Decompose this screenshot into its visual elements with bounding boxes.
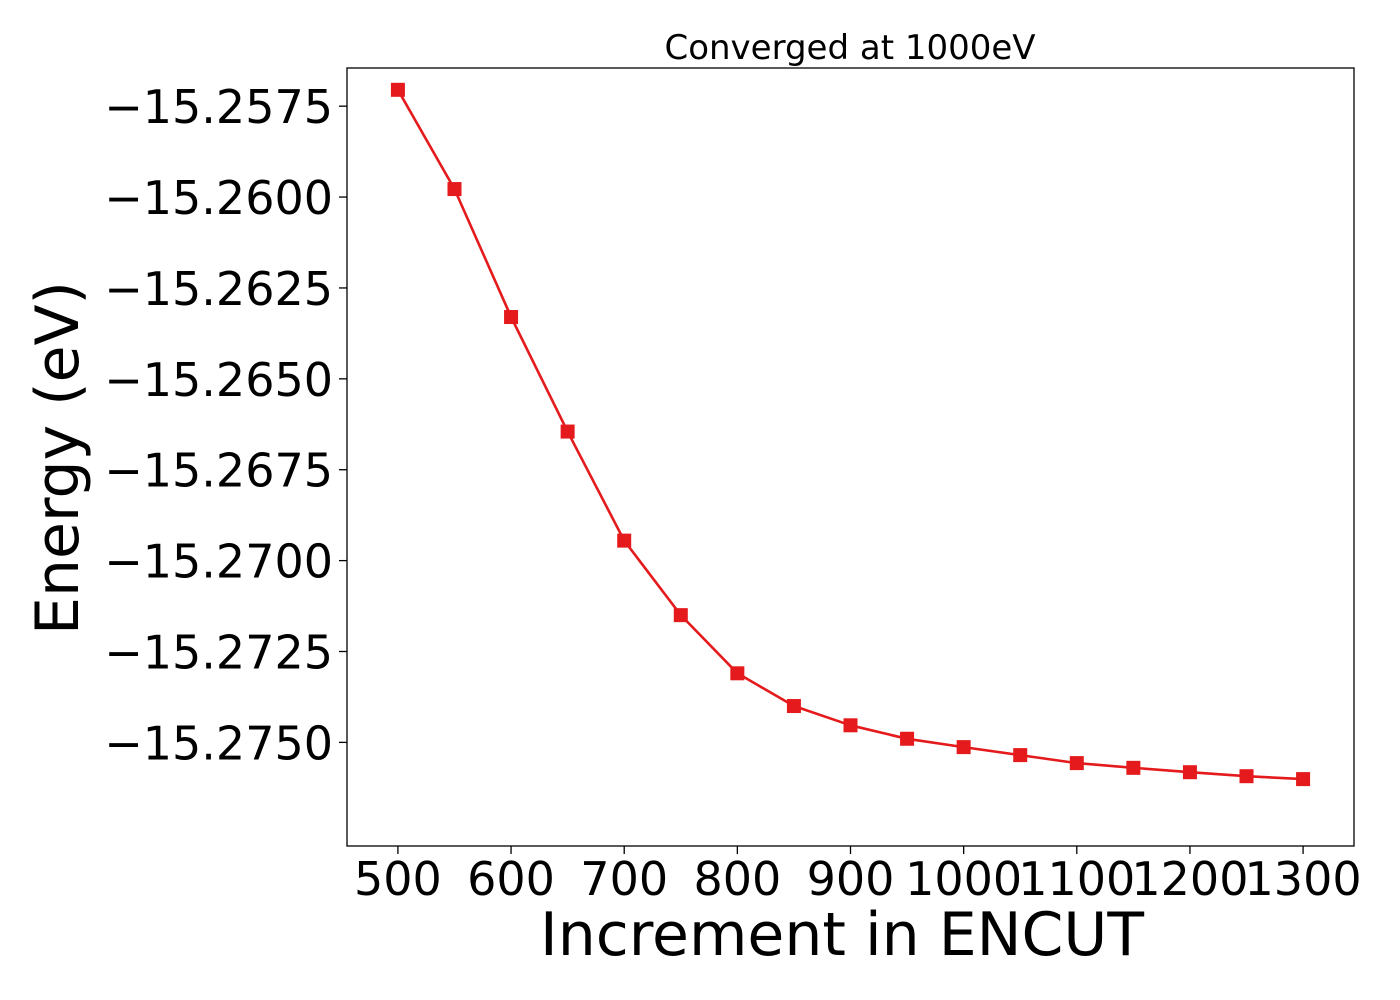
x-tick-label: 1000 bbox=[905, 852, 1022, 906]
x-tick-label: 1300 bbox=[1245, 852, 1362, 906]
data-point-marker bbox=[617, 533, 632, 548]
series-line bbox=[396, 89, 1304, 781]
data-point-marker bbox=[390, 82, 405, 97]
y-axis-ticks: −15.2575 −15.2600 −15.2625 −15.2650 −15.2675… bbox=[104, 80, 347, 770]
y-tick-label: −15.2575 bbox=[104, 80, 333, 134]
y-tick-label: −15.2650 bbox=[104, 353, 333, 407]
y-tick-label: −15.2750 bbox=[104, 716, 333, 770]
data-point-marker bbox=[730, 666, 745, 681]
y-tick-label: −15.2725 bbox=[104, 626, 333, 680]
x-tick-label: 1100 bbox=[1018, 852, 1135, 906]
series-layer bbox=[390, 82, 1311, 787]
data-point-marker bbox=[900, 731, 915, 746]
y-axis-title: Energy (eV) bbox=[23, 281, 93, 635]
data-point-marker bbox=[1126, 760, 1141, 775]
x-tick-label: 500 bbox=[354, 852, 442, 906]
data-point-marker bbox=[786, 699, 801, 714]
data-point-marker bbox=[1069, 756, 1084, 771]
y-tick-label: −15.2625 bbox=[104, 262, 333, 316]
chart-title: Converged at 1000eV bbox=[664, 28, 1035, 68]
x-tick-label: 800 bbox=[693, 852, 781, 906]
data-point-marker bbox=[1182, 765, 1197, 780]
data-point-marker bbox=[673, 608, 688, 623]
data-point-marker bbox=[447, 182, 462, 197]
data-point-marker bbox=[843, 718, 858, 733]
y-tick-label: −15.2600 bbox=[104, 171, 333, 225]
data-point-marker bbox=[1013, 748, 1028, 763]
data-point-marker bbox=[560, 424, 575, 439]
x-tick-label: 1200 bbox=[1131, 852, 1248, 906]
data-point-marker bbox=[1296, 772, 1311, 787]
y-tick-label: −15.2675 bbox=[104, 444, 333, 498]
data-point-marker bbox=[956, 740, 971, 755]
data-point-marker bbox=[1239, 769, 1254, 784]
y-tick-label: −15.2700 bbox=[104, 535, 333, 589]
x-tick-label: 900 bbox=[807, 852, 895, 906]
x-axis-title: Increment in ENCUT bbox=[540, 900, 1144, 970]
x-tick-label: 700 bbox=[580, 852, 668, 906]
x-tick-label: 600 bbox=[467, 852, 555, 906]
data-point-marker bbox=[504, 310, 519, 325]
